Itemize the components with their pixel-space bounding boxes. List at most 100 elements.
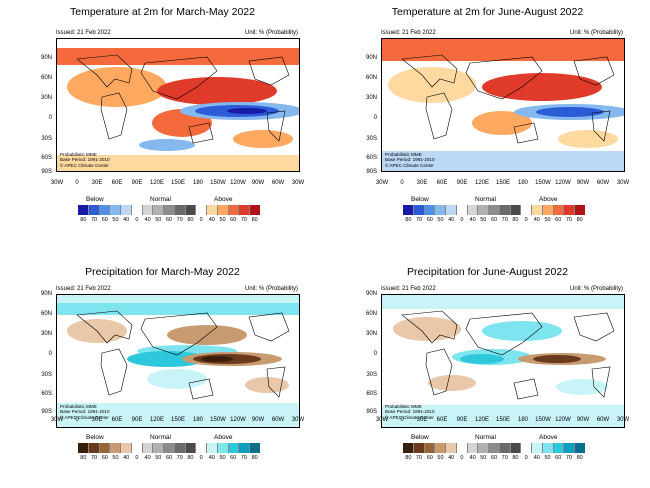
legend-tick-label: 40 — [208, 217, 215, 223]
legend-swatch — [574, 443, 586, 453]
lon-label: 150W — [535, 180, 551, 186]
lon-label: 150E — [170, 180, 185, 186]
lon-label: 30W — [375, 180, 389, 186]
panel-title: Temperature at 2m for March-May 2022 — [70, 6, 255, 18]
legend-below-label: Below — [411, 196, 429, 203]
legend-swatch — [574, 205, 586, 215]
legend-swatch — [141, 205, 153, 215]
lat-label: 90N — [40, 291, 52, 297]
legend-swatch — [173, 443, 185, 453]
legend-swatch — [466, 205, 478, 215]
legend-swatch — [216, 205, 228, 215]
legend-swatch — [498, 205, 510, 215]
legend-normal-label: Normal — [475, 196, 496, 203]
legend-tick-label: 80 — [80, 455, 87, 461]
lon-label: 90E — [131, 417, 143, 423]
panel-title: Temperature at 2m for June-August 2022 — [391, 6, 584, 18]
legend-below-label: Below — [86, 196, 104, 203]
legend-tick-label: 80 — [187, 455, 194, 461]
lon-label: 120E — [149, 417, 164, 423]
lat-label: 30S — [366, 136, 377, 142]
lat-label: 30S — [366, 372, 377, 378]
legend-tick-label: 70 — [501, 455, 508, 461]
legend-above-label: Above — [214, 196, 233, 203]
lat-label: 0 — [373, 351, 377, 357]
legend-tick-label: 80 — [405, 455, 412, 461]
issued-date: Issued: 21 Feb 2022 — [56, 286, 111, 292]
legend-swatch — [163, 443, 174, 453]
lat-label: 90N — [365, 55, 377, 61]
lat-label: 60N — [365, 311, 377, 317]
legend-swatch — [520, 205, 532, 215]
map-footnote: Probabilistic MME Base Period: 1991-2010… — [385, 404, 435, 420]
legend-swatch — [227, 205, 239, 215]
legend-swatch — [87, 443, 99, 453]
legend-tick-label: 70 — [415, 217, 423, 223]
legend-tick-label: 50 — [112, 217, 119, 223]
lon-label: 30W — [616, 180, 630, 186]
lon-label: 180 — [517, 180, 528, 186]
lat-label: 30S — [41, 136, 52, 142]
lon-label: 180 — [192, 417, 203, 423]
legend-tick-label: 60 — [555, 217, 562, 223]
temperature-map — [381, 38, 625, 172]
legend-tick-label: 50 — [544, 455, 551, 461]
lon-label: 60E — [436, 180, 448, 186]
legend-above-label: Above — [214, 434, 233, 441]
legend-tick-label: 50 — [480, 217, 487, 223]
lon-label: 150E — [170, 417, 185, 423]
legend-tick-label: 70 — [90, 217, 98, 223]
lon-label: 0 — [75, 180, 79, 186]
lat-label: 30S — [41, 372, 52, 378]
lon-label: 90E — [131, 180, 143, 186]
legend-swatch — [563, 205, 575, 215]
legend-below-label: Below — [411, 434, 429, 441]
legend-swatch — [109, 205, 121, 215]
probability-legend: Below Normal Above 80 70 60 50 40 0 40 50 60 70 80… — [78, 196, 261, 236]
legend-swatch — [520, 443, 532, 453]
lat-label: 90S — [41, 169, 52, 175]
legend-tick-label: 60 — [490, 455, 498, 461]
legend-tick-label: 80 — [187, 217, 194, 223]
legend-swatch — [552, 443, 564, 453]
lon-label: 90W — [251, 417, 265, 423]
lat-label: 60S — [41, 155, 52, 161]
lat-label: 30N — [40, 331, 52, 337]
lat-label: 90S — [41, 409, 52, 415]
lon-label: 30W — [50, 180, 64, 186]
lat-label: 60S — [366, 155, 377, 161]
legend-swatch — [434, 205, 446, 215]
legend-tick-label: 70 — [565, 455, 572, 461]
legend-normal-label: Normal — [150, 196, 171, 203]
legend-tick-label: 80 — [576, 217, 583, 223]
legend-ticks: 80 70 60 50 40 0 40 50 60 70 80 0 40 50 60 70 80 — [403, 455, 585, 463]
legend-tick-label: 40 — [208, 455, 215, 461]
legend-swatch — [152, 443, 164, 453]
issued-date: Issued: 21 Feb 2022 — [381, 30, 436, 36]
legend-tick-label: 50 — [437, 455, 444, 461]
legend-swatch — [249, 443, 261, 453]
legend-tick-label: 60 — [426, 217, 433, 223]
legend-tick-label: 0 — [460, 455, 464, 461]
legend-tick-label: 50 — [219, 217, 226, 223]
unit-label: Unit: % (Probability) — [244, 286, 298, 292]
legend-swatch — [206, 443, 217, 453]
lon-label: 120E — [149, 180, 164, 186]
legend-swatch — [195, 205, 207, 215]
lon-label: 0 — [75, 417, 79, 423]
legend-swatch — [206, 205, 217, 215]
legend-tick-label: 40 — [469, 455, 476, 461]
legend-swatch — [238, 443, 250, 453]
lon-label: 60W — [596, 180, 610, 186]
lat-label: 60N — [40, 311, 52, 317]
legend-swatch — [163, 205, 174, 215]
lat-label: 90N — [365, 291, 377, 297]
legend-above-label: Above — [539, 434, 558, 441]
legend-swatch — [78, 443, 88, 453]
legend-swatch — [249, 205, 261, 215]
legend-swatch — [152, 205, 164, 215]
legend-swatch — [98, 205, 110, 215]
lat-label: 90S — [366, 409, 377, 415]
unit-label: Unit: % (Probability) — [244, 30, 298, 36]
lon-label: 30E — [416, 180, 428, 186]
